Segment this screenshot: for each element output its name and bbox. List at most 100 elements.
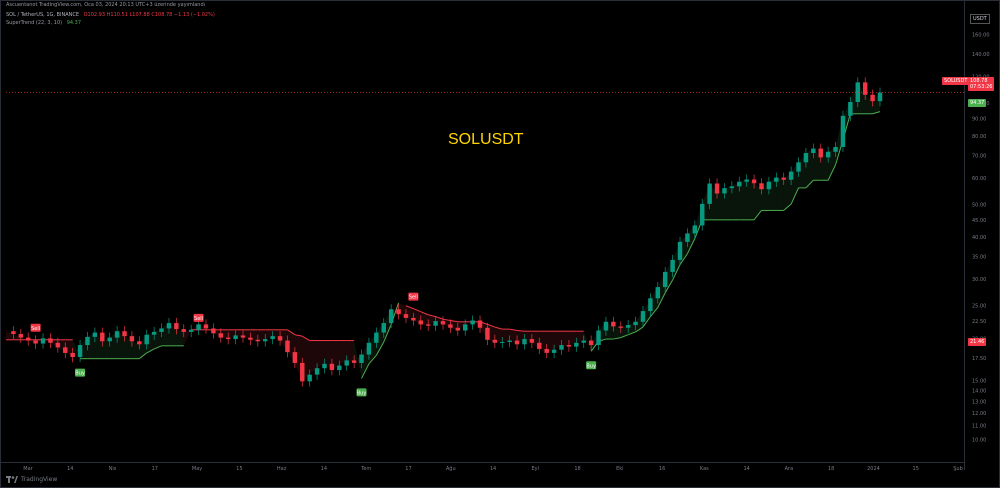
candle-body bbox=[507, 340, 512, 343]
candlestick-chart[interactable]: 160.00140.00120.00100.0090.0080.0070.006… bbox=[0, 0, 1000, 474]
candle-body bbox=[833, 146, 838, 152]
supertrend-segment bbox=[146, 348, 155, 354]
trend-fill bbox=[783, 171, 792, 211]
symbol-watermark: SOLUSDT bbox=[448, 131, 524, 148]
candle-body bbox=[440, 321, 446, 325]
candle-body bbox=[159, 328, 164, 332]
supertrend-segment bbox=[620, 334, 629, 339]
candle-body bbox=[862, 82, 868, 95]
signal-label: Sell bbox=[194, 316, 203, 322]
supertrend-segment bbox=[509, 328, 518, 331]
publish-header: Ascuentanot TradingView.com, Oca 03, 202… bbox=[6, 2, 206, 8]
time-tick-label: Kas bbox=[700, 466, 709, 472]
candle-body bbox=[811, 148, 816, 154]
candle-body bbox=[100, 332, 105, 342]
supertrend-segment bbox=[420, 311, 429, 316]
candle-body bbox=[351, 360, 357, 363]
candle-body bbox=[870, 94, 875, 102]
supertrend-segment bbox=[827, 164, 837, 181]
trend-fill bbox=[309, 340, 318, 375]
supertrend-segment bbox=[672, 264, 681, 281]
time-tick-label: Eyl bbox=[532, 466, 540, 472]
price-tick-label: 35.00 bbox=[972, 255, 986, 261]
supertrend-segment bbox=[139, 352, 148, 360]
trend-fill bbox=[746, 179, 755, 220]
supertrend-segment bbox=[302, 335, 310, 341]
candle-body bbox=[300, 362, 305, 382]
candle-body bbox=[166, 323, 172, 329]
candle-body bbox=[774, 177, 779, 182]
candle-body bbox=[581, 340, 586, 343]
trend-fill bbox=[20, 337, 29, 341]
candle-body bbox=[522, 339, 527, 345]
symbol-price-tag: SOLUSDT bbox=[942, 77, 970, 85]
price-axis[interactable] bbox=[964, 0, 1000, 470]
candle-body bbox=[322, 363, 327, 369]
candle-body bbox=[514, 340, 520, 345]
candle-body bbox=[618, 326, 623, 328]
trend-fill bbox=[568, 331, 577, 347]
price-tick-label: 10.00 bbox=[972, 438, 986, 444]
candle-body bbox=[55, 342, 61, 348]
indicator-title[interactable]: SuperTrend (22, 3, 10) bbox=[6, 20, 63, 26]
candle-body bbox=[500, 342, 505, 344]
candle-body bbox=[729, 186, 735, 189]
bar-countdown: 07:53:26 bbox=[970, 84, 993, 90]
time-tick-label: Eki bbox=[616, 466, 623, 472]
candle-body bbox=[766, 181, 772, 190]
supertrend-segment bbox=[679, 253, 688, 265]
candle-body bbox=[825, 151, 831, 158]
price-tick-label: 12.00 bbox=[972, 411, 986, 417]
symbol-legend[interactable]: SOL / TetherUS, 1G, BINANCE O102.93 H110… bbox=[6, 12, 218, 18]
candle-body bbox=[129, 336, 135, 342]
trend-fill bbox=[731, 181, 740, 220]
footer-brand-label: TradingView bbox=[21, 476, 58, 483]
time-tick-label: 14 bbox=[67, 466, 73, 472]
sell-signal: Sell bbox=[408, 292, 419, 301]
symbol-title[interactable]: SOL / TetherUS, 1G, BINANCE bbox=[6, 12, 80, 18]
candle-body bbox=[648, 298, 653, 312]
candle-body bbox=[692, 225, 698, 234]
time-tick-label: Ara bbox=[785, 466, 794, 472]
price-tick-label: 13.00 bbox=[972, 399, 986, 405]
supertrend-segment bbox=[435, 316, 444, 320]
price-tick-label: 60.00 bbox=[972, 176, 986, 182]
candle-body bbox=[307, 374, 312, 382]
candle-body bbox=[388, 309, 394, 324]
trend-fill bbox=[183, 329, 192, 346]
time-tick-label: 14 bbox=[490, 466, 496, 472]
candle-body bbox=[122, 331, 127, 337]
candle-body bbox=[759, 183, 764, 190]
candle-body bbox=[485, 327, 490, 340]
currency-button[interactable]: USDT bbox=[970, 14, 990, 24]
price-tick-label: 90.00 bbox=[972, 117, 986, 123]
trend-fill bbox=[176, 329, 184, 346]
candle-body bbox=[566, 345, 572, 347]
time-axis[interactable] bbox=[0, 462, 964, 475]
candle-body bbox=[633, 321, 638, 326]
time-tick-label: May bbox=[192, 466, 202, 472]
time-tick-label: Şub bbox=[953, 466, 963, 472]
footer-brand[interactable]: TradingView bbox=[6, 476, 57, 483]
candle-body bbox=[470, 320, 475, 325]
supertrend-segment bbox=[375, 341, 385, 356]
candle-body bbox=[396, 309, 401, 315]
supertrend-segment bbox=[487, 323, 496, 328]
supertrend-segment bbox=[686, 238, 696, 254]
trend-fill bbox=[776, 177, 784, 211]
candle-body bbox=[403, 314, 409, 318]
signal-label: Buy bbox=[586, 363, 596, 369]
indicator-legend[interactable]: SuperTrend (22, 3, 10) 94.37 bbox=[6, 20, 84, 26]
candle-body bbox=[781, 177, 786, 180]
candle-body bbox=[144, 334, 149, 345]
signal-markers: Sell Buy Sell Buy Sell Buy bbox=[30, 292, 597, 397]
candle-body bbox=[848, 102, 853, 116]
candle-body bbox=[751, 179, 757, 184]
price-tick-label: 22.50 bbox=[972, 319, 986, 325]
time-tick-label: 18 bbox=[828, 466, 834, 472]
time-tick-label: Nis bbox=[109, 466, 117, 472]
trend-fill bbox=[257, 329, 266, 342]
candle-body bbox=[537, 342, 542, 349]
price-tick-label: 15.00 bbox=[972, 378, 986, 384]
trend-fill bbox=[494, 327, 503, 343]
